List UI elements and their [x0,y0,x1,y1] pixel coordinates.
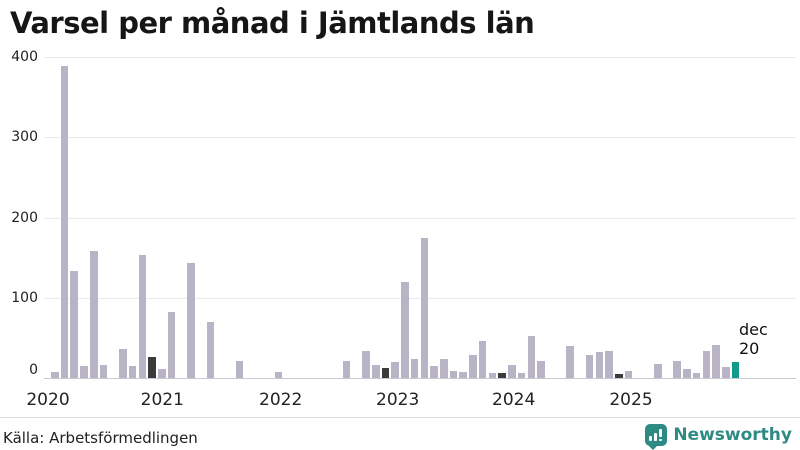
newsworthy-speech-bubble-chart-icon [645,424,668,450]
annotation-month-label: dec [739,320,768,339]
bar-2020-05 [80,366,88,379]
bar-2025-06 [673,361,681,379]
bar-2023-03 [410,359,419,379]
bar-2025-09 [702,350,711,379]
source-text: Källa: Arbetsförmedlingen [3,429,198,447]
y-axis-tick-label: 100 [11,289,38,306]
x-axis-tick-label-2024: 2024 [492,390,536,410]
bar-2025-04 [653,363,662,379]
y-axis-tick-label: 300 [11,129,38,146]
bar-2024-10 [595,351,604,379]
bar-2020-07 [99,364,108,379]
y-axis-tick-label: 200 [11,209,38,226]
page-title: Varsel per månad i Jämtlands län [10,6,535,40]
bar-2021-04 [187,263,195,379]
bar-2021-01 [157,368,166,379]
annotation-value-label: 20 [739,339,760,358]
bar-2024-04 [537,360,545,379]
bar-2023-08 [459,371,468,379]
bar-2023-02 [401,281,409,379]
bar-2020-06 [89,251,98,379]
bar-2023-11 [488,373,497,379]
bar-2025-11 [721,367,730,379]
bar-2022-11 [371,365,380,379]
bar-2022-01 [274,371,283,379]
bar-2020-02 [51,371,59,379]
highlight-annotation: dec 20 [739,320,768,358]
bar-2024-07 [566,346,574,379]
bar-2022-08 [342,360,351,379]
logo-exclamation-dot-icon [659,438,663,441]
gridline-y-200 [44,217,796,219]
bar-2023-10 [478,340,487,379]
bar-2025-01 [624,371,633,379]
x-axis-tick-label-2021: 2021 [140,390,184,410]
bar-2024-09 [585,354,594,379]
bar-2024-03 [527,335,536,379]
bar-2022-10 [362,350,370,379]
bar-2023-05 [430,366,438,379]
bar-2023-12 [498,372,506,379]
x-axis-tick-label-2023: 2023 [376,390,420,410]
bar-2022-12 [381,367,390,379]
bar-2023-01 [391,362,399,379]
logo-bar-icon [649,436,653,441]
logo-speech-tail [648,445,659,450]
bar-2020-11 [138,255,147,379]
bar-2020-09 [119,348,127,379]
brand-name: Newsworthy [673,425,792,445]
gridline-y-300 [44,137,796,139]
bar-2025-08 [692,373,701,379]
y-axis-tick-label: 0 [29,362,38,379]
bar-2024-11 [605,350,613,379]
logo-bar-icon [654,433,658,441]
x-axis-tick-label-2022: 2022 [259,390,303,410]
newsworthy-branding: Newsworthy [645,424,792,450]
y-axis-tick-label: 400 [11,48,38,65]
bar-2020-04 [70,271,79,379]
logo-exclamation-icon [659,429,663,437]
bar-2021-06 [206,322,215,379]
bar-2021-09 [235,361,244,379]
bar-2025-10 [712,345,720,379]
bar-2025-07 [683,369,691,379]
bar-2020-03 [60,66,69,379]
bar-2023-07 [449,371,458,379]
bar-2025-12 [731,362,740,379]
bar-2020-10 [128,366,137,379]
bar-2020-12 [148,357,156,379]
bar-2023-09 [469,354,477,379]
footer-divider [0,417,800,418]
bar-2023-04 [420,237,429,379]
bar-2023-06 [439,359,448,379]
gridline-y-100 [44,297,796,299]
bar-2021-02 [167,311,176,379]
bar-2024-02 [517,373,526,379]
gridline-y-400 [44,56,796,58]
gridline-y-0 [44,378,796,380]
x-axis-tick-label-2025: 2025 [609,390,653,410]
bar-2024-12 [615,374,623,379]
x-axis-tick-label-2020: 2020 [26,390,70,410]
bar-2024-01 [508,365,516,379]
